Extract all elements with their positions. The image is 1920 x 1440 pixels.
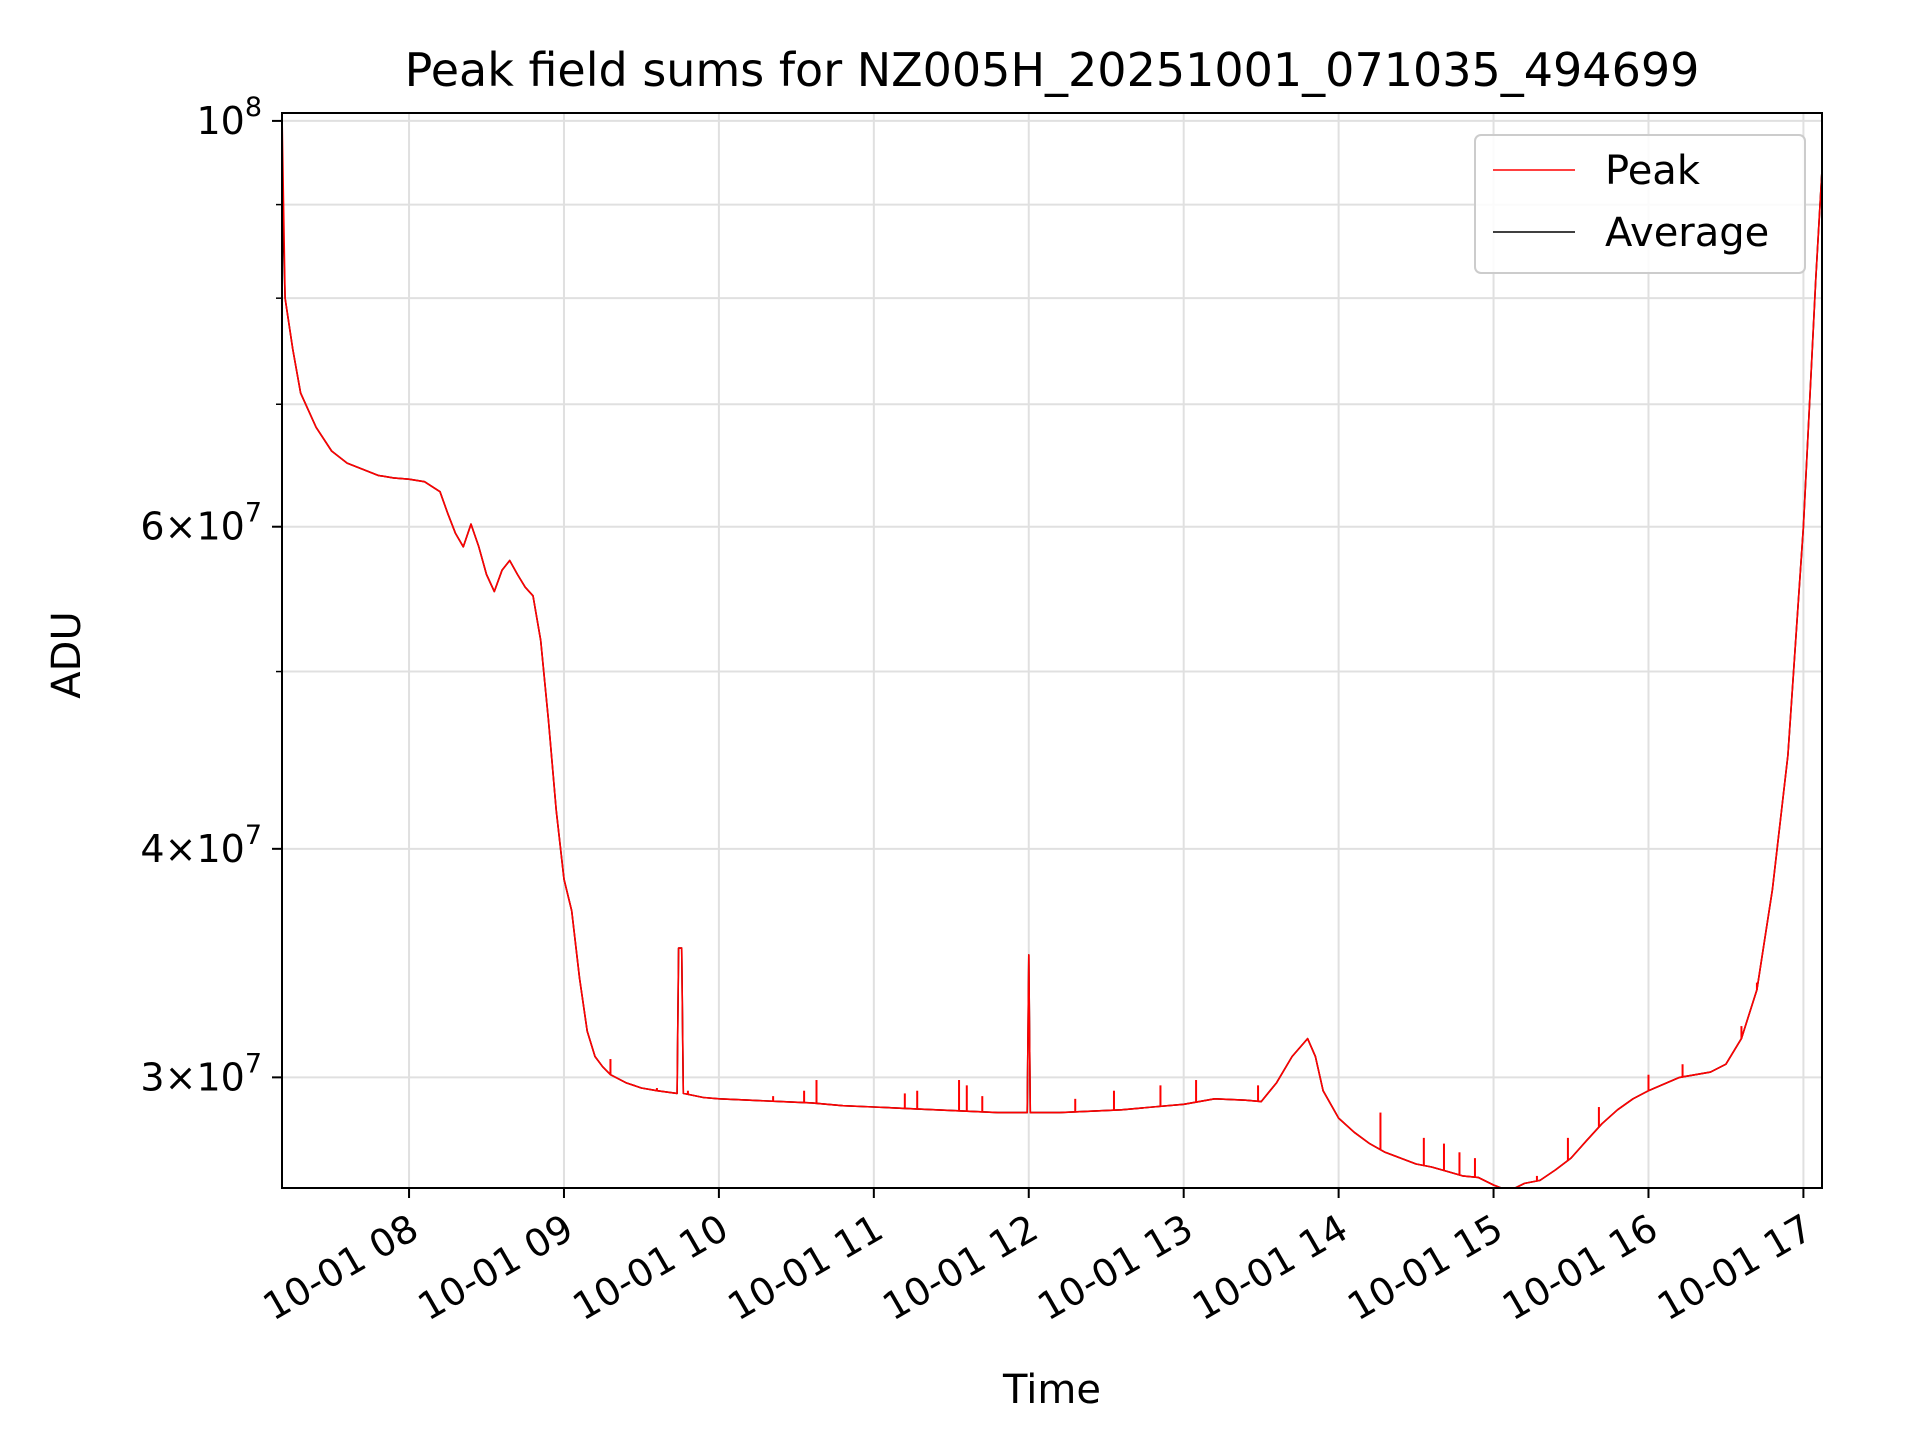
x-tick-label: 10-01 14 [1185,1206,1355,1330]
x-tick-label: 10-01 10 [565,1206,735,1330]
y-tick-label: 108 [196,92,262,143]
y-tick-mantissa: 6× [140,505,196,549]
y-tick-base: 10 [196,827,244,871]
legend-label-average: Average [1605,210,1769,256]
x-tick-label: 10-01 17 [1650,1206,1820,1330]
x-axis-label: Time [1002,1367,1101,1413]
x-tick-label: 10-01 12 [875,1206,1045,1330]
y-tick-base: 10 [196,99,244,143]
plot-area [282,113,1822,1188]
y-tick-label: 6×107 [140,498,262,549]
series-line-average [282,170,1822,1188]
legend-label-peak: Peak [1605,148,1701,194]
chart-title: Peak field sums for NZ005H_20251001_0710… [405,43,1700,97]
series-line-peak [282,113,1822,1188]
grid-lines [282,113,1822,1188]
y-axis-label: ADU [44,611,90,698]
x-tick-label: 10-01 08 [256,1206,426,1330]
y-tick-exponent: 7 [245,1048,262,1079]
x-tick-label: 10-01 15 [1340,1206,1510,1330]
y-tick-mantissa: 3× [140,1055,196,1099]
y-tick-exponent: 8 [245,92,262,123]
x-tick-label: 10-01 13 [1030,1206,1200,1330]
x-tick-label: 10-01 16 [1495,1206,1665,1330]
y-tick-exponent: 7 [245,820,262,851]
y-tick-base: 10 [196,505,244,549]
y-tick-label: 4×107 [140,820,262,871]
y-tick-mantissa: 4× [140,827,196,871]
legend: Peak Average [1474,134,1806,274]
x-tick-label: 10-01 11 [720,1206,890,1330]
x-tick-label: 10-01 09 [411,1206,581,1330]
y-tick-exponent: 7 [245,498,262,529]
y-tick-base: 10 [196,1055,244,1099]
y-tick-label: 3×107 [140,1048,262,1099]
plot-frame [281,112,1823,1189]
